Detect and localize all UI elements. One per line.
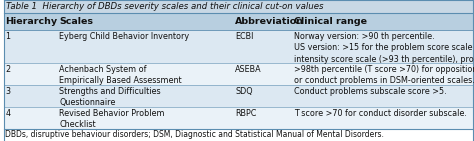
- Text: DBDs, disruptive behaviour disorders; DSM, Diagnostic and Statistical Manual of : DBDs, disruptive behaviour disorders; DS…: [5, 130, 384, 139]
- Text: Conduct problems subscale score >5.: Conduct problems subscale score >5.: [294, 87, 447, 96]
- Text: Scales: Scales: [59, 17, 93, 26]
- Text: Hierarchy: Hierarchy: [5, 17, 57, 26]
- Bar: [4, 0, 473, 13]
- Text: Achenbach System of
Empirically Based Assessment: Achenbach System of Empirically Based As…: [59, 65, 182, 85]
- Text: 1: 1: [5, 32, 10, 41]
- Bar: [4, 107, 473, 129]
- Text: T score >70 for conduct disorder subscale.: T score >70 for conduct disorder subscal…: [294, 109, 467, 118]
- Bar: [4, 63, 473, 85]
- Text: ECBI: ECBI: [235, 32, 254, 41]
- Text: RBPC: RBPC: [235, 109, 256, 118]
- Text: Norway version: >90 th percentile.
US version: >15 for the problem score scale a: Norway version: >90 th percentile. US ve…: [294, 32, 474, 64]
- Text: >98th percentile (T score >70) for oppositional defiant problems
or conduct prob: >98th percentile (T score >70) for oppos…: [294, 65, 474, 85]
- Text: Revised Behavior Problem
Checklist: Revised Behavior Problem Checklist: [59, 109, 164, 129]
- Text: SDQ: SDQ: [235, 87, 253, 96]
- Text: Clinical range: Clinical range: [294, 17, 367, 26]
- Text: ASEBA: ASEBA: [235, 65, 262, 74]
- Text: Abbreviation: Abbreviation: [235, 17, 304, 26]
- Text: 3: 3: [5, 87, 10, 96]
- Bar: [4, 30, 473, 63]
- Bar: [4, 13, 473, 30]
- Text: 2: 2: [5, 65, 10, 74]
- Bar: [4, 85, 473, 107]
- Text: Strengths and Difficulties
Questionnaire: Strengths and Difficulties Questionnaire: [59, 87, 161, 107]
- Text: Table 1  Hierarchy of DBDs severity scales and their clinical cut-on values: Table 1 Hierarchy of DBDs severity scale…: [6, 2, 323, 11]
- Text: Eyberg Child Behavior Inventory: Eyberg Child Behavior Inventory: [59, 32, 189, 41]
- Text: 4: 4: [5, 109, 10, 118]
